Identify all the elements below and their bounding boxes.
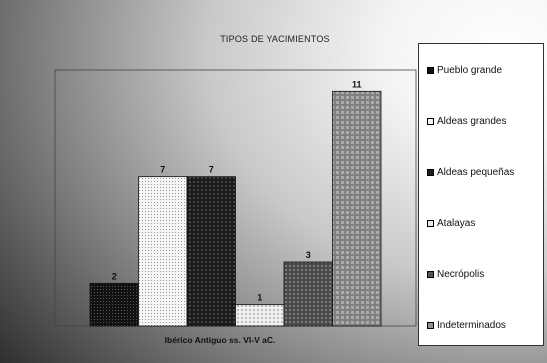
data-label: 3 (306, 250, 311, 260)
legend-item: Aldeas pequeñas (427, 167, 514, 178)
legend-label: Pueblo grande (437, 65, 503, 76)
chart-title: TIPOS DE YACIMIENTOS (220, 34, 330, 44)
legend-label: Atalayas (437, 218, 476, 229)
legend-item: Necrópolis (427, 269, 484, 280)
x-axis-label: Ibérico Antiguo ss. VI-V aC. (164, 335, 276, 345)
bar-atalayas (235, 304, 285, 327)
legend-label: Necrópolis (437, 269, 485, 280)
data-label: 2 (112, 271, 117, 281)
bar-labels-group: 2 7 7 1 3 11 (112, 79, 362, 302)
data-label: 11 (352, 79, 362, 89)
legend-label: Indeterminados (437, 320, 506, 331)
legend-swatch (427, 271, 434, 278)
data-label: 7 (160, 165, 165, 175)
data-label: 7 (209, 165, 214, 175)
legend-item: Pueblo grande (427, 65, 502, 76)
bar-necropolis (283, 261, 333, 327)
legend-label: Aldeas pequeñas (437, 167, 515, 178)
legend: Pueblo grande Aldeas grandes Aldeas pequeñ… (418, 43, 544, 346)
bar-indeterminados (332, 90, 382, 327)
legend-item: Atalayas (427, 218, 475, 229)
legend-swatch (427, 118, 434, 125)
bar-pueblo-grande (89, 282, 139, 327)
legend-swatch (427, 169, 434, 176)
legend-swatch (427, 322, 434, 329)
legend-item: Aldeas grandes (427, 116, 507, 127)
legend-swatch (427, 67, 434, 74)
bar-aldeas-pequenas (186, 176, 236, 327)
bars-group (89, 90, 382, 327)
legend-item: Indeterminados (427, 320, 506, 331)
legend-swatch (427, 220, 434, 227)
bar-aldeas-grandes (138, 176, 188, 327)
data-label: 1 (257, 293, 262, 303)
legend-label: Aldeas grandes (437, 116, 507, 127)
